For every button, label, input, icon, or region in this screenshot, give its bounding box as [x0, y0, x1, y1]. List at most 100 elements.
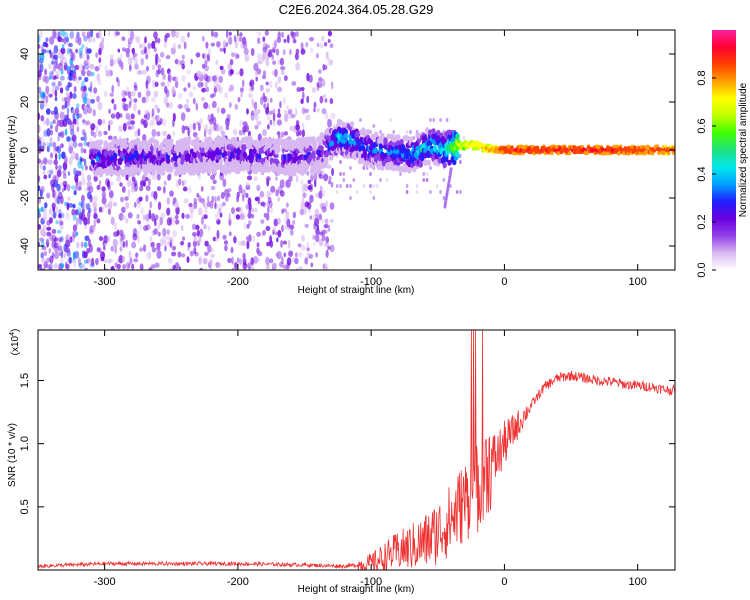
signal-mark: [455, 134, 460, 140]
signal-mark: [397, 166, 403, 173]
noise-speck: [318, 213, 323, 221]
noise-speck: [96, 73, 101, 82]
noise-speck: [262, 74, 267, 80]
signal-mark: [162, 163, 168, 170]
noise-speck: [211, 195, 215, 203]
noise-speck: [145, 80, 149, 89]
noise-speck: [149, 120, 154, 127]
noise-speck: [429, 118, 432, 122]
spectrogram-x-tick-label: -100: [360, 276, 382, 288]
noise-speck: [69, 31, 75, 39]
signal-mark: [432, 145, 438, 152]
noise-speck: [62, 57, 68, 66]
noise-speck: [60, 38, 65, 43]
noise-speck: [65, 212, 70, 220]
noise-speck: [38, 175, 41, 182]
noise-speck: [254, 207, 258, 213]
noise-speck: [75, 231, 79, 236]
noise-speck: [323, 263, 328, 269]
noise-speck: [128, 101, 132, 109]
noise-speck: [133, 84, 138, 92]
noise-speck: [49, 36, 55, 45]
noise-speck: [175, 76, 179, 82]
noise-speck: [133, 81, 137, 89]
noise-speck: [145, 176, 149, 182]
noise-speck: [78, 63, 84, 73]
noise-speck: [181, 253, 186, 258]
noise-speck: [181, 212, 185, 219]
noise-speck: [359, 118, 362, 122]
noise-speck: [169, 236, 174, 243]
noise-speck: [204, 59, 208, 67]
noise-speck: [145, 224, 151, 231]
noise-speck: [137, 128, 141, 137]
noise-speck: [45, 117, 50, 127]
noise-speck: [339, 160, 342, 164]
noise-speck: [157, 222, 161, 230]
noise-speck: [68, 141, 74, 148]
noise-speck: [89, 63, 95, 70]
signal-mark: [423, 159, 428, 166]
noise-speck: [192, 240, 197, 248]
noise-speck: [86, 70, 92, 77]
noise-speck: [140, 57, 144, 66]
noise-speck: [339, 172, 342, 176]
noise-speck: [250, 213, 255, 219]
snr-x-tick-label: 100: [629, 576, 647, 588]
noise-speck: [86, 31, 91, 39]
noise-speck: [66, 65, 72, 71]
noise-speck: [300, 48, 306, 55]
noise-speck: [175, 206, 180, 215]
noise-speck: [227, 87, 232, 93]
noise-speck: [202, 71, 206, 76]
noise-speck: [71, 185, 76, 190]
noise-speck: [92, 195, 98, 202]
noise-speck: [64, 128, 68, 136]
noise-speck: [46, 108, 51, 115]
signal-mark: [293, 155, 299, 162]
signal-mark: [506, 144, 511, 149]
noise-speck: [60, 30, 65, 37]
noise-speck: [154, 104, 159, 110]
noise-speck: [240, 240, 246, 247]
noise-speck: [156, 131, 161, 137]
noise-speck: [238, 129, 243, 136]
noise-speck: [166, 229, 171, 236]
noise-speck: [225, 125, 230, 131]
noise-speck: [118, 113, 123, 118]
noise-speck: [301, 197, 305, 203]
noise-speck: [78, 113, 83, 119]
noise-speck: [349, 196, 352, 200]
noise-speck: [90, 98, 95, 104]
noise-speck: [175, 219, 180, 225]
noise-speck: [243, 47, 249, 55]
signal-mark: [508, 150, 513, 155]
noise-speck: [215, 123, 220, 132]
noise-speck: [127, 188, 131, 198]
noise-speck: [248, 220, 252, 226]
noise-speck: [193, 201, 198, 210]
noise-speck: [310, 174, 314, 182]
noise-speck: [256, 120, 262, 126]
noise-speck: [248, 93, 253, 99]
noise-speck: [257, 108, 261, 115]
noise-speck: [429, 190, 432, 194]
noise-speck: [53, 45, 59, 54]
noise-speck: [108, 108, 111, 114]
noise-speck: [133, 179, 138, 187]
noise-speck: [78, 76, 82, 81]
signal-mark: [612, 144, 616, 149]
noise-speck: [56, 145, 62, 154]
noise-speck: [117, 48, 121, 53]
noise-speck: [256, 231, 261, 237]
noise-speck: [150, 264, 156, 269]
noise-speck: [83, 158, 87, 167]
signal-mark: [169, 166, 174, 173]
noise-speck: [46, 145, 50, 153]
noise-speck: [65, 102, 71, 107]
noise-speck: [196, 229, 200, 237]
noise-speck: [198, 267, 204, 270]
noise-speck: [92, 37, 96, 43]
noise-speck: [122, 241, 126, 248]
noise-speck: [138, 196, 143, 202]
